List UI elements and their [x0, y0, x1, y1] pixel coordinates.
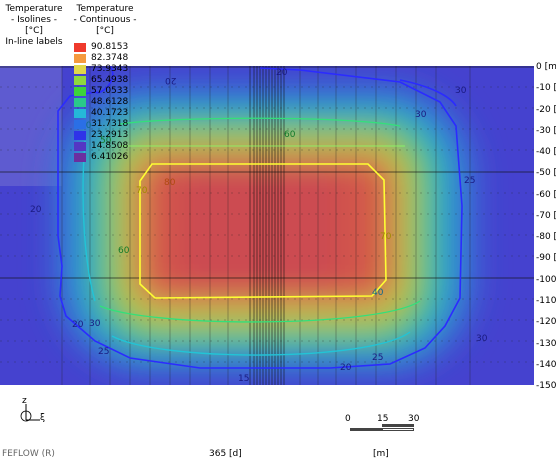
- legend-value: 31.7318: [91, 119, 128, 130]
- legend-swatch: [74, 109, 86, 118]
- legend-value: 14.8508: [91, 141, 128, 152]
- legend-value: 40.1723: [91, 108, 128, 119]
- isoline-label: 40: [372, 288, 383, 298]
- isoline-label: 80: [164, 178, 175, 188]
- axis-triad-x-label: ξ: [40, 413, 45, 423]
- y-axis-tick: -90 [m]: [536, 253, 556, 263]
- legend-swatch: [74, 153, 86, 162]
- y-axis-tick: -60 [m]: [536, 190, 556, 200]
- legend-value: 48.6128: [91, 97, 128, 108]
- isoline-label: 20: [72, 320, 83, 330]
- isoline-label: 30: [455, 86, 466, 96]
- scale-bar-tick-0: 0: [345, 414, 351, 424]
- legend-swatch: [74, 65, 86, 74]
- legend-swatch: [74, 142, 86, 151]
- y-axis-tick: -140 [m]: [536, 360, 556, 370]
- legend-swatch: [74, 87, 86, 96]
- legend-swatch: [74, 120, 86, 129]
- isoline-label: 20: [340, 363, 351, 373]
- y-axis-tick: 0 [m]: [536, 62, 556, 72]
- product-label: FEFLOW (R): [2, 449, 55, 459]
- legend-value: 57.0533: [91, 86, 128, 97]
- simulation-time: 365 [d]: [209, 449, 242, 459]
- scale-bar-segment-dark: [350, 428, 382, 431]
- y-axis-tick: -70 [m]: [536, 211, 556, 221]
- y-axis-tick: -80 [m]: [536, 232, 556, 242]
- legend-continuous-title: Temperature: [71, 4, 139, 15]
- y-axis-tick: -30 [m]: [536, 126, 556, 136]
- legend-continuous: Temperature - Continuous - [°C]: [71, 4, 139, 37]
- legend-isolines-subtitle: - Isolines -: [2, 15, 66, 26]
- isoline-label: 25: [372, 353, 383, 363]
- legend-swatch: [74, 98, 86, 107]
- isoline-label: 20: [30, 205, 41, 215]
- y-axis-tick: -10 [m]: [536, 83, 556, 93]
- isoline-label: 25: [98, 347, 109, 357]
- y-axis-tick: -120 [m]: [536, 317, 556, 327]
- isoline-label: 60: [118, 246, 129, 256]
- isoline-label: 60: [284, 130, 295, 140]
- isoline-label: 30: [89, 319, 100, 329]
- legend-value: 90.8153: [91, 42, 128, 53]
- isoline-label: 70: [136, 186, 147, 196]
- scale-bar-segment-light: [382, 428, 414, 431]
- legend-swatch: [74, 43, 86, 52]
- isoline-label: 20: [276, 68, 287, 78]
- isoline-label: 30: [415, 110, 426, 120]
- axis-triad: [14, 396, 54, 430]
- scale-bar-tick-15: 15: [377, 414, 388, 424]
- legend-value: 65.4938: [91, 75, 128, 86]
- legend-isolines-title: Temperature: [2, 4, 66, 15]
- y-axis-tick: -130 [m]: [536, 339, 556, 349]
- legend-value: 82.3748: [91, 53, 128, 64]
- scale-bar-unit: [m]: [373, 449, 389, 459]
- y-axis-tick: -110 [m]: [536, 296, 556, 306]
- isoline-label: 20: [165, 75, 176, 85]
- scale-bar: 0 15 30: [340, 414, 420, 434]
- legend-isolines-unit: [°C]: [2, 26, 66, 37]
- isoline-label: 70: [380, 232, 391, 242]
- legend-isolines-mode: In-line labels: [2, 37, 66, 48]
- legend-continuous-subtitle: - Continuous -: [71, 15, 139, 26]
- axis-triad-z-label: z: [22, 396, 27, 406]
- isoline-label: 15: [238, 374, 249, 384]
- isoline-label: 30: [476, 334, 487, 344]
- y-axis-tick: -40 [m]: [536, 147, 556, 157]
- y-axis-tick: -100 [m]: [536, 275, 556, 285]
- legend-value: 23.2913: [91, 130, 128, 141]
- legend-continuous-unit: [°C]: [71, 26, 139, 37]
- y-axis-tick: -50 [m]: [536, 168, 556, 178]
- scale-bar-segment-top: [382, 424, 414, 427]
- isoline-label: 25: [464, 176, 475, 186]
- scale-bar-tick-30: 30: [408, 414, 419, 424]
- legend-swatch: [74, 76, 86, 85]
- legend-isolines: Temperature - Isolines - [°C] In-line la…: [2, 4, 66, 48]
- legend-value: 6.41026: [91, 152, 128, 163]
- y-axis-tick: -20 [m]: [536, 105, 556, 115]
- y-axis-tick: -150 [m]: [536, 381, 556, 391]
- legend-swatch: [74, 54, 86, 63]
- legend-swatch: [74, 131, 86, 140]
- legend-value: 73.9343: [91, 64, 128, 75]
